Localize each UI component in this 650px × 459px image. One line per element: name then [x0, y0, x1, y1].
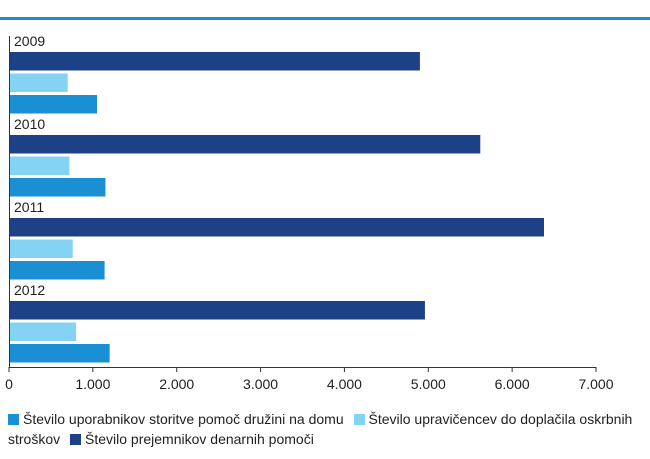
bar-2009-series-1	[9, 73, 68, 92]
legend-label-0: Število prejemnikov denarnih pomoči	[85, 431, 314, 447]
legend-swatch-2	[8, 414, 19, 425]
legend-item-1: Število upravičencev do doplačila oskrbn…	[8, 411, 632, 447]
x-tick-label-5: 5.000	[411, 376, 446, 392]
x-tick-label-6: 6.000	[495, 376, 530, 392]
bar-2012-series-1	[9, 322, 77, 341]
category-label-2012: 2012	[14, 282, 45, 298]
chart-legend: Število uporabnikov storitve pomoč druži…	[8, 409, 646, 449]
bar-2009-series-2	[9, 95, 98, 114]
bar-2010-series-1	[9, 156, 70, 175]
legend-swatch-1	[353, 414, 365, 425]
legend-swatch-0	[70, 434, 82, 445]
x-tick-label-4: 4.000	[327, 376, 362, 392]
bar-2012-series-0	[9, 301, 425, 320]
x-tick-label-0: 0	[5, 376, 13, 392]
bar-2010-series-0	[9, 135, 481, 154]
bar-2011-series-0	[9, 218, 545, 237]
legend-item-0: Število prejemnikov denarnih pomoči	[70, 431, 314, 447]
bar-2012-series-2	[9, 344, 110, 363]
category-label-2009: 2009	[14, 33, 45, 49]
legend-item-2: Število uporabnikov storitve pomoč druži…	[8, 411, 344, 427]
category-label-2011: 2011	[14, 199, 44, 215]
bar-2009-series-0	[9, 52, 420, 71]
header-rule	[0, 17, 650, 20]
x-tick-label-2: 2.000	[159, 376, 194, 392]
category-label-2010: 2010	[14, 116, 45, 132]
bar-2011-series-1	[9, 239, 73, 258]
bar-2010-series-2	[9, 178, 106, 197]
x-tick-label-1: 1.000	[75, 376, 110, 392]
x-tick-label-7: 7.000	[578, 376, 613, 392]
legend-label-2: Število uporabnikov storitve pomoč druži…	[23, 411, 344, 427]
bar-2011-series-2	[9, 261, 105, 280]
x-tick-label-3: 3.000	[243, 376, 278, 392]
legend-label-1: Število upravičencev do doplačila oskrbn…	[8, 411, 633, 447]
